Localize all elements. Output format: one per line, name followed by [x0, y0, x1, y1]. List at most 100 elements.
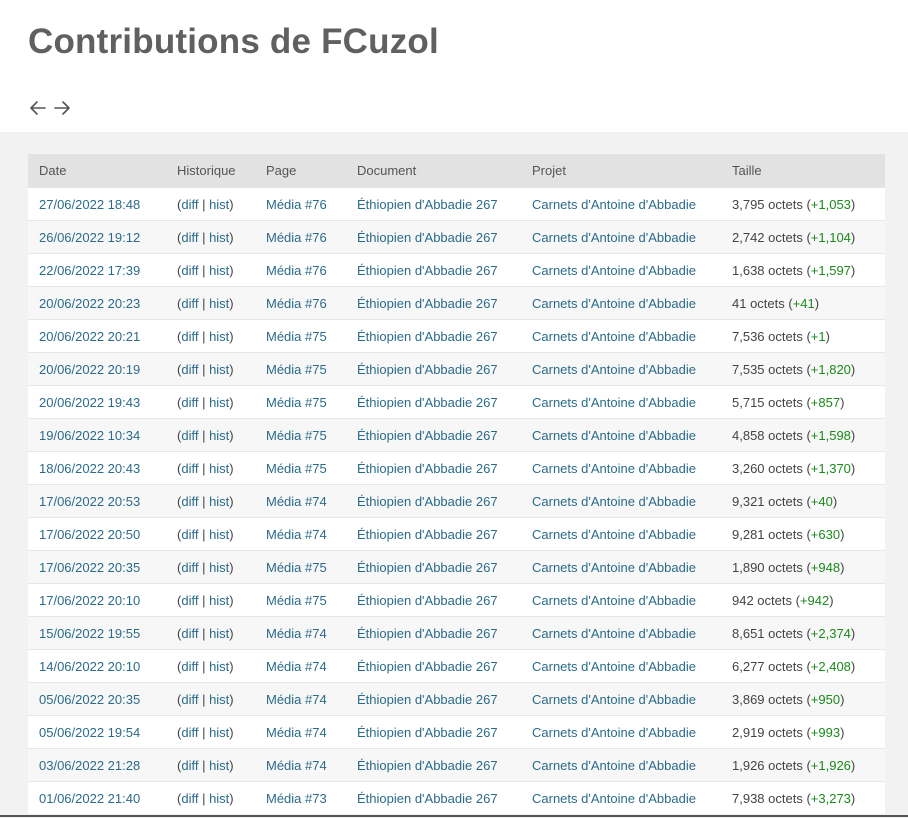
date-link[interactable]: 27/06/2022 18:48: [39, 196, 141, 212]
diff-link[interactable]: diff: [181, 295, 199, 311]
diff-link[interactable]: diff: [181, 328, 199, 344]
page-link[interactable]: Média #75: [266, 361, 327, 377]
date-link[interactable]: 20/06/2022 20:21: [39, 328, 141, 344]
project-link[interactable]: Carnets d'Antoine d'Abbadie: [532, 691, 696, 707]
hist-link[interactable]: hist: [209, 361, 230, 377]
page-link[interactable]: Média #76: [266, 262, 327, 278]
diff-link[interactable]: diff: [181, 427, 199, 443]
hist-link[interactable]: hist: [209, 658, 230, 674]
diff-link[interactable]: diff: [181, 658, 199, 674]
project-link[interactable]: Carnets d'Antoine d'Abbadie: [532, 790, 696, 806]
hist-link[interactable]: hist: [209, 724, 230, 740]
hist-link[interactable]: hist: [209, 427, 230, 443]
page-link[interactable]: Média #76: [266, 196, 327, 212]
document-link[interactable]: Éthiopien d'Abbadie 267: [357, 724, 498, 740]
project-link[interactable]: Carnets d'Antoine d'Abbadie: [532, 427, 696, 443]
hist-link[interactable]: hist: [209, 493, 230, 509]
page-link[interactable]: Média #74: [266, 493, 327, 509]
hist-link[interactable]: hist: [209, 691, 230, 707]
document-link[interactable]: Éthiopien d'Abbadie 267: [357, 493, 498, 509]
document-link[interactable]: Éthiopien d'Abbadie 267: [357, 361, 498, 377]
document-link[interactable]: Éthiopien d'Abbadie 267: [357, 559, 498, 575]
page-link[interactable]: Média #75: [266, 559, 327, 575]
diff-link[interactable]: diff: [181, 625, 199, 641]
document-link[interactable]: Éthiopien d'Abbadie 267: [357, 328, 498, 344]
project-link[interactable]: Carnets d'Antoine d'Abbadie: [532, 757, 696, 773]
diff-link[interactable]: diff: [181, 361, 199, 377]
document-link[interactable]: Éthiopien d'Abbadie 267: [357, 295, 498, 311]
hist-link[interactable]: hist: [209, 460, 230, 476]
document-link[interactable]: Éthiopien d'Abbadie 267: [357, 790, 498, 806]
diff-link[interactable]: diff: [181, 757, 199, 773]
date-link[interactable]: 26/06/2022 19:12: [39, 229, 141, 245]
hist-link[interactable]: hist: [209, 625, 230, 641]
hist-link[interactable]: hist: [209, 394, 230, 410]
document-link[interactable]: Éthiopien d'Abbadie 267: [357, 394, 498, 410]
hist-link[interactable]: hist: [209, 559, 230, 575]
diff-link[interactable]: diff: [181, 229, 199, 245]
diff-link[interactable]: diff: [181, 493, 199, 509]
project-link[interactable]: Carnets d'Antoine d'Abbadie: [532, 394, 696, 410]
diff-link[interactable]: diff: [181, 196, 199, 212]
project-link[interactable]: Carnets d'Antoine d'Abbadie: [532, 229, 696, 245]
document-link[interactable]: Éthiopien d'Abbadie 267: [357, 460, 498, 476]
diff-link[interactable]: diff: [181, 724, 199, 740]
project-link[interactable]: Carnets d'Antoine d'Abbadie: [532, 493, 696, 509]
hist-link[interactable]: hist: [209, 328, 230, 344]
date-link[interactable]: 20/06/2022 20:23: [39, 295, 141, 311]
document-link[interactable]: Éthiopien d'Abbadie 267: [357, 625, 498, 641]
arrow-right-icon[interactable]: [52, 98, 72, 118]
diff-link[interactable]: diff: [181, 592, 199, 608]
page-link[interactable]: Média #74: [266, 757, 327, 773]
arrow-left-icon[interactable]: [28, 98, 48, 118]
project-link[interactable]: Carnets d'Antoine d'Abbadie: [532, 460, 696, 476]
page-link[interactable]: Média #74: [266, 691, 327, 707]
date-link[interactable]: 05/06/2022 19:54: [39, 724, 141, 740]
document-link[interactable]: Éthiopien d'Abbadie 267: [357, 691, 498, 707]
project-link[interactable]: Carnets d'Antoine d'Abbadie: [532, 328, 696, 344]
date-link[interactable]: 17/06/2022 20:10: [39, 592, 141, 608]
date-link[interactable]: 20/06/2022 20:19: [39, 361, 141, 377]
date-link[interactable]: 19/06/2022 10:34: [39, 427, 141, 443]
date-link[interactable]: 17/06/2022 20:50: [39, 526, 141, 542]
date-link[interactable]: 03/06/2022 21:28: [39, 757, 141, 773]
date-link[interactable]: 17/06/2022 20:53: [39, 493, 141, 509]
hist-link[interactable]: hist: [209, 196, 230, 212]
project-link[interactable]: Carnets d'Antoine d'Abbadie: [532, 724, 696, 740]
document-link[interactable]: Éthiopien d'Abbadie 267: [357, 592, 498, 608]
hist-link[interactable]: hist: [209, 790, 230, 806]
date-link[interactable]: 05/06/2022 20:35: [39, 691, 141, 707]
hist-link[interactable]: hist: [209, 526, 230, 542]
hist-link[interactable]: hist: [209, 295, 230, 311]
diff-link[interactable]: diff: [181, 262, 199, 278]
project-link[interactable]: Carnets d'Antoine d'Abbadie: [532, 592, 696, 608]
diff-link[interactable]: diff: [181, 460, 199, 476]
diff-link[interactable]: diff: [181, 394, 199, 410]
page-link[interactable]: Média #74: [266, 658, 327, 674]
project-link[interactable]: Carnets d'Antoine d'Abbadie: [532, 262, 696, 278]
hist-link[interactable]: hist: [209, 592, 230, 608]
document-link[interactable]: Éthiopien d'Abbadie 267: [357, 427, 498, 443]
document-link[interactable]: Éthiopien d'Abbadie 267: [357, 526, 498, 542]
document-link[interactable]: Éthiopien d'Abbadie 267: [357, 658, 498, 674]
date-link[interactable]: 17/06/2022 20:35: [39, 559, 141, 575]
page-link[interactable]: Média #76: [266, 295, 327, 311]
date-link[interactable]: 14/06/2022 20:10: [39, 658, 141, 674]
document-link[interactable]: Éthiopien d'Abbadie 267: [357, 757, 498, 773]
diff-link[interactable]: diff: [181, 790, 199, 806]
project-link[interactable]: Carnets d'Antoine d'Abbadie: [532, 361, 696, 377]
hist-link[interactable]: hist: [209, 229, 230, 245]
date-link[interactable]: 22/06/2022 17:39: [39, 262, 141, 278]
page-link[interactable]: Média #74: [266, 526, 327, 542]
date-link[interactable]: 18/06/2022 20:43: [39, 460, 141, 476]
page-link[interactable]: Média #74: [266, 724, 327, 740]
page-link[interactable]: Média #75: [266, 460, 327, 476]
project-link[interactable]: Carnets d'Antoine d'Abbadie: [532, 625, 696, 641]
project-link[interactable]: Carnets d'Antoine d'Abbadie: [532, 559, 696, 575]
diff-link[interactable]: diff: [181, 559, 199, 575]
project-link[interactable]: Carnets d'Antoine d'Abbadie: [532, 295, 696, 311]
date-link[interactable]: 20/06/2022 19:43: [39, 394, 141, 410]
page-link[interactable]: Média #74: [266, 625, 327, 641]
project-link[interactable]: Carnets d'Antoine d'Abbadie: [532, 658, 696, 674]
document-link[interactable]: Éthiopien d'Abbadie 267: [357, 229, 498, 245]
